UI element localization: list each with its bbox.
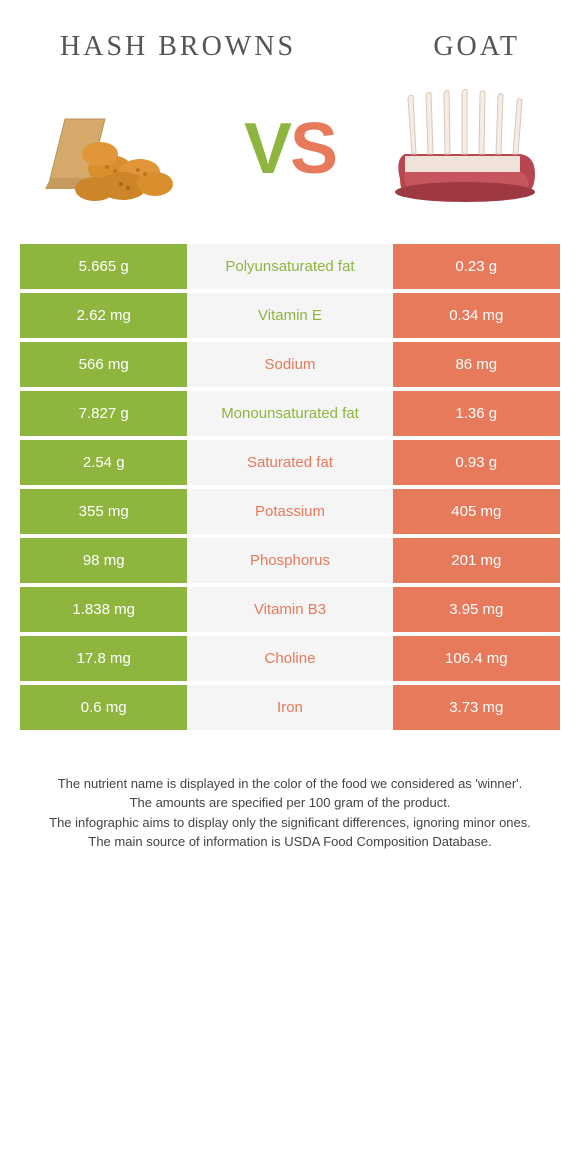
vs-label: VS bbox=[244, 108, 336, 190]
nutrient-label: Potassium bbox=[187, 489, 392, 538]
nutrient-label: Monounsaturated fat bbox=[187, 391, 392, 440]
left-value: 566 mg bbox=[20, 342, 187, 391]
goat-meat-image bbox=[380, 84, 550, 214]
left-food-title: HASH BROWNS bbox=[60, 30, 296, 64]
right-value: 201 mg bbox=[393, 538, 560, 587]
nutrient-label: Vitamin B3 bbox=[187, 587, 392, 636]
left-value: 2.62 mg bbox=[20, 293, 187, 342]
left-value: 1.838 mg bbox=[20, 587, 187, 636]
right-value: 0.23 g bbox=[393, 244, 560, 293]
table-row: 2.62 mgVitamin E0.34 mg bbox=[20, 293, 560, 342]
nutrient-label: Vitamin E bbox=[187, 293, 392, 342]
right-value: 3.73 mg bbox=[393, 685, 560, 734]
vs-v: V bbox=[244, 109, 290, 189]
footer-line-2: The amounts are specified per 100 gram o… bbox=[40, 793, 540, 813]
nutrient-label: Iron bbox=[187, 685, 392, 734]
table-row: 7.827 gMonounsaturated fat1.36 g bbox=[20, 391, 560, 440]
table-row: 98 mgPhosphorus201 mg bbox=[20, 538, 560, 587]
left-value: 2.54 g bbox=[20, 440, 187, 489]
right-value: 3.95 mg bbox=[393, 587, 560, 636]
right-value: 1.36 g bbox=[393, 391, 560, 440]
header: HASH BROWNS GOAT bbox=[20, 20, 560, 84]
nutrient-label: Saturated fat bbox=[187, 440, 392, 489]
footer-notes: The nutrient name is displayed in the co… bbox=[20, 734, 560, 872]
right-food-title: GOAT bbox=[433, 30, 520, 64]
comparison-table: 5.665 gPolyunsaturated fat0.23 g2.62 mgV… bbox=[20, 244, 560, 734]
footer-line-1: The nutrient name is displayed in the co… bbox=[40, 774, 540, 794]
table-row: 1.838 mgVitamin B33.95 mg bbox=[20, 587, 560, 636]
nutrient-label: Phosphorus bbox=[187, 538, 392, 587]
vs-s: S bbox=[290, 109, 336, 189]
right-value: 106.4 mg bbox=[393, 636, 560, 685]
table-row: 2.54 gSaturated fat0.93 g bbox=[20, 440, 560, 489]
nutrient-label: Sodium bbox=[187, 342, 392, 391]
table-row: 355 mgPotassium405 mg bbox=[20, 489, 560, 538]
right-value: 0.93 g bbox=[393, 440, 560, 489]
left-value: 98 mg bbox=[20, 538, 187, 587]
table-row: 566 mgSodium86 mg bbox=[20, 342, 560, 391]
right-value: 405 mg bbox=[393, 489, 560, 538]
left-value: 5.665 g bbox=[20, 244, 187, 293]
nutrient-label: Choline bbox=[187, 636, 392, 685]
hash-browns-image bbox=[30, 84, 200, 214]
table-row: 0.6 mgIron3.73 mg bbox=[20, 685, 560, 734]
table-row: 5.665 gPolyunsaturated fat0.23 g bbox=[20, 244, 560, 293]
left-value: 0.6 mg bbox=[20, 685, 187, 734]
right-value: 86 mg bbox=[393, 342, 560, 391]
right-value: 0.34 mg bbox=[393, 293, 560, 342]
images-row: VS bbox=[20, 84, 560, 244]
left-value: 355 mg bbox=[20, 489, 187, 538]
left-value: 17.8 mg bbox=[20, 636, 187, 685]
nutrient-label: Polyunsaturated fat bbox=[187, 244, 392, 293]
left-value: 7.827 g bbox=[20, 391, 187, 440]
footer-line-4: The main source of information is USDA F… bbox=[40, 832, 540, 852]
table-row: 17.8 mgCholine106.4 mg bbox=[20, 636, 560, 685]
footer-line-3: The infographic aims to display only the… bbox=[40, 813, 540, 833]
